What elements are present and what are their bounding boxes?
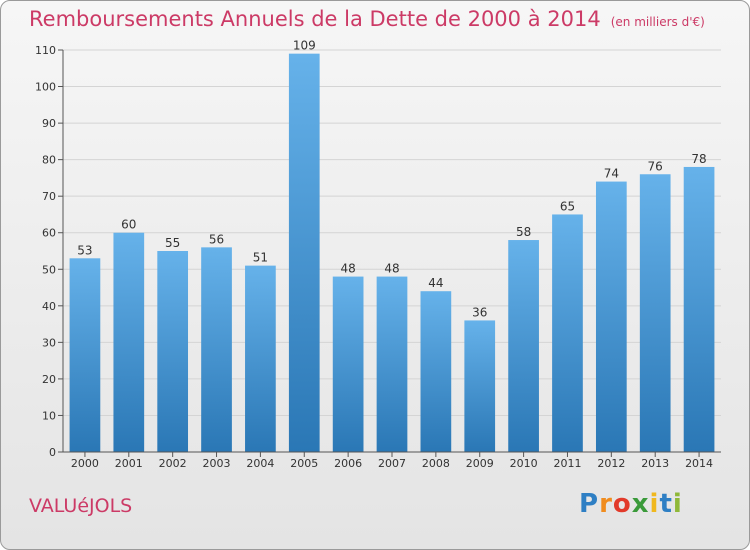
logo-letter: r <box>599 489 613 519</box>
bar <box>376 276 408 452</box>
x-tick-label: 2013 <box>641 457 669 470</box>
y-tick-label: 110 <box>35 44 56 57</box>
bar <box>683 166 715 453</box>
commune-name: VALUéJOLS <box>29 495 133 517</box>
bar-value-label: 76 <box>648 159 663 173</box>
bars: 53 60 55 56 51 109 48 48 44 36 58 65 74 76 78 <box>69 39 715 453</box>
x-tick-label: 2007 <box>378 457 406 470</box>
y-tick-label: 40 <box>42 300 56 313</box>
y-tick-label: 90 <box>42 117 56 130</box>
logo-letter: P <box>579 489 600 519</box>
x-tick-label: 2014 <box>685 457 713 470</box>
bar <box>288 53 320 453</box>
logo-letter: i <box>649 489 660 519</box>
y-tick-label: 100 <box>35 81 56 94</box>
bar-value-label: 53 <box>77 243 92 257</box>
logo-letter: x <box>631 489 650 519</box>
y-tick-label: 30 <box>42 336 56 349</box>
x-tick-label: 2008 <box>422 457 450 470</box>
x-tick-label: 2003 <box>203 457 231 470</box>
y-tick-label: 20 <box>42 373 56 386</box>
y-tick-label: 60 <box>42 227 56 240</box>
x-tick-label: 2000 <box>71 457 99 470</box>
x-tick-label: 2006 <box>334 457 362 470</box>
proxiti-logo: Proxiti <box>579 489 683 519</box>
y-tick-label: 70 <box>42 190 56 203</box>
bar-value-label: 56 <box>209 232 224 246</box>
bar <box>201 247 232 452</box>
bar <box>69 258 101 452</box>
bar-value-label: 109 <box>293 39 316 53</box>
bar-value-label: 44 <box>428 276 443 290</box>
logo-letter: t <box>659 489 673 519</box>
bar <box>508 240 539 452</box>
y-tick-label: 80 <box>42 154 56 167</box>
x-tick-label: 2005 <box>290 457 318 470</box>
bar-value-label: 55 <box>165 236 180 250</box>
bar <box>113 232 145 452</box>
bar-value-label: 65 <box>560 199 575 213</box>
logo-letter: o <box>612 489 632 519</box>
bar-value-label: 51 <box>253 251 268 265</box>
bar-value-label: 74 <box>604 167 619 181</box>
chart-unit-note: (en milliers d'€) <box>610 15 705 29</box>
bar-value-label: 48 <box>340 262 355 276</box>
bar-value-label: 60 <box>121 218 136 232</box>
bar-value-label: 78 <box>691 152 706 166</box>
x-tick-label: 2001 <box>115 457 143 470</box>
x-tick-label: 2009 <box>466 457 494 470</box>
y-tick-label: 0 <box>49 446 56 459</box>
bar <box>595 181 627 452</box>
x-tick-label: 2010 <box>510 457 538 470</box>
bar <box>420 291 452 452</box>
bar <box>332 276 364 452</box>
x-tick-label: 2002 <box>159 457 187 470</box>
chart-title: Remboursements Annuels de la Dette de 20… <box>29 7 705 31</box>
x-tick-label: 2011 <box>553 457 581 470</box>
chart-title-main: Remboursements Annuels de la Dette de 20… <box>29 7 601 31</box>
logo-letter: i <box>672 489 683 519</box>
bar-value-label: 48 <box>384 262 399 276</box>
bar-value-label: 58 <box>516 225 531 239</box>
x-tick-label: 2004 <box>246 457 274 470</box>
bar-value-label: 36 <box>472 305 487 319</box>
bar <box>464 320 496 452</box>
x-axis: 2000 2001 2002 2003 2004 2005 2006 2007 2008 2009… <box>63 451 721 470</box>
y-tick-label: 50 <box>42 263 56 276</box>
bar <box>639 174 671 452</box>
bar <box>157 251 189 452</box>
y-axis: 0 10 20 30 40 50 60 70 80 90 100 110 <box>35 44 64 459</box>
bar <box>245 265 276 452</box>
x-tick-label: 2012 <box>597 457 625 470</box>
y-tick-label: 10 <box>42 409 56 422</box>
bar <box>552 214 583 452</box>
